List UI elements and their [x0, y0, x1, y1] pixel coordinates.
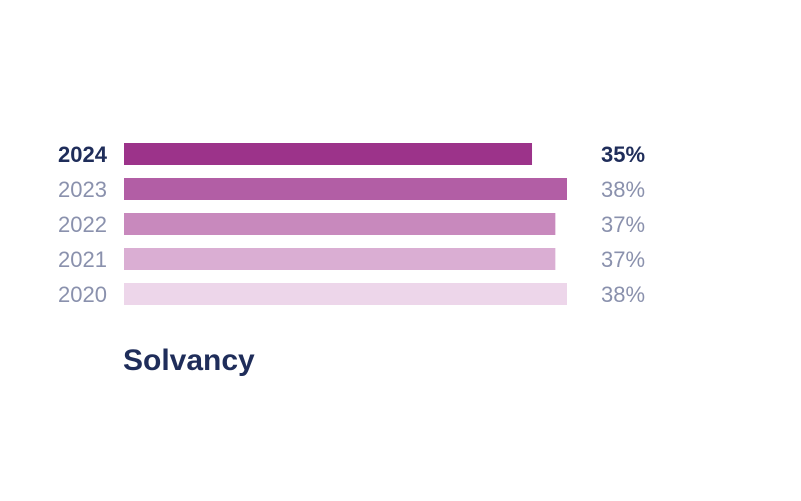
bar-2024: [124, 143, 533, 165]
category-label-2020: 2020: [58, 282, 107, 307]
value-label-2024: 35%: [601, 142, 645, 167]
bar-2020: [124, 283, 567, 305]
value-label-2023: 38%: [601, 177, 645, 202]
category-label-2022: 2022: [58, 212, 107, 237]
value-label-2020: 38%: [601, 282, 645, 307]
value-label-2022: 37%: [601, 212, 645, 237]
category-label-2023: 2023: [58, 177, 107, 202]
chart-title: Solvancy: [123, 344, 255, 377]
bar-rows: 2024 35% 2023 38% 2022 37% 2021 37% 2020 38%: [58, 142, 645, 307]
value-label-2021: 37%: [601, 247, 645, 272]
bar-2022: [124, 213, 556, 235]
category-label-2024: 2024: [58, 142, 108, 167]
bar-2021: [124, 248, 556, 270]
bar-2023: [124, 178, 567, 200]
category-label-2021: 2021: [58, 247, 107, 272]
